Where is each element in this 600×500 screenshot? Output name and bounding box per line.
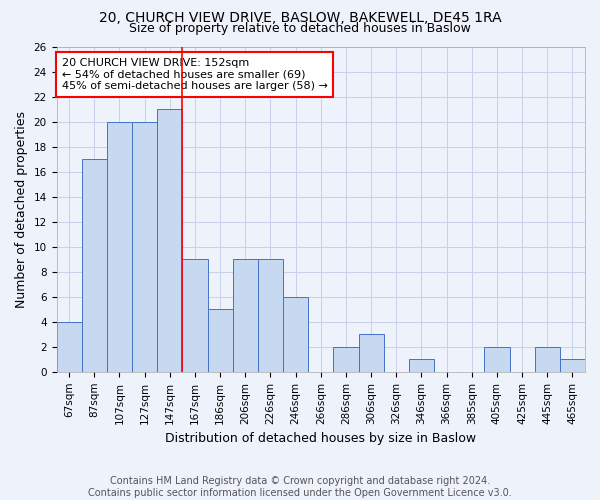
Bar — [258, 259, 283, 372]
Bar — [208, 310, 233, 372]
Bar — [334, 347, 359, 372]
Bar — [409, 360, 434, 372]
Bar — [132, 122, 157, 372]
Text: 20, CHURCH VIEW DRIVE, BASLOW, BAKEWELL, DE45 1RA: 20, CHURCH VIEW DRIVE, BASLOW, BAKEWELL,… — [98, 11, 502, 25]
Bar — [484, 347, 509, 372]
Bar — [82, 159, 107, 372]
Bar — [233, 259, 258, 372]
Bar — [560, 360, 585, 372]
Text: 20 CHURCH VIEW DRIVE: 152sqm
← 54% of detached houses are smaller (69)
45% of se: 20 CHURCH VIEW DRIVE: 152sqm ← 54% of de… — [62, 58, 328, 91]
Text: Size of property relative to detached houses in Baslow: Size of property relative to detached ho… — [129, 22, 471, 35]
Y-axis label: Number of detached properties: Number of detached properties — [15, 110, 28, 308]
Bar — [56, 322, 82, 372]
Bar — [157, 109, 182, 372]
Bar — [182, 259, 208, 372]
Bar — [107, 122, 132, 372]
Text: Contains HM Land Registry data © Crown copyright and database right 2024.
Contai: Contains HM Land Registry data © Crown c… — [88, 476, 512, 498]
Bar — [359, 334, 383, 372]
Bar — [283, 296, 308, 372]
Bar — [535, 347, 560, 372]
X-axis label: Distribution of detached houses by size in Baslow: Distribution of detached houses by size … — [165, 432, 476, 445]
